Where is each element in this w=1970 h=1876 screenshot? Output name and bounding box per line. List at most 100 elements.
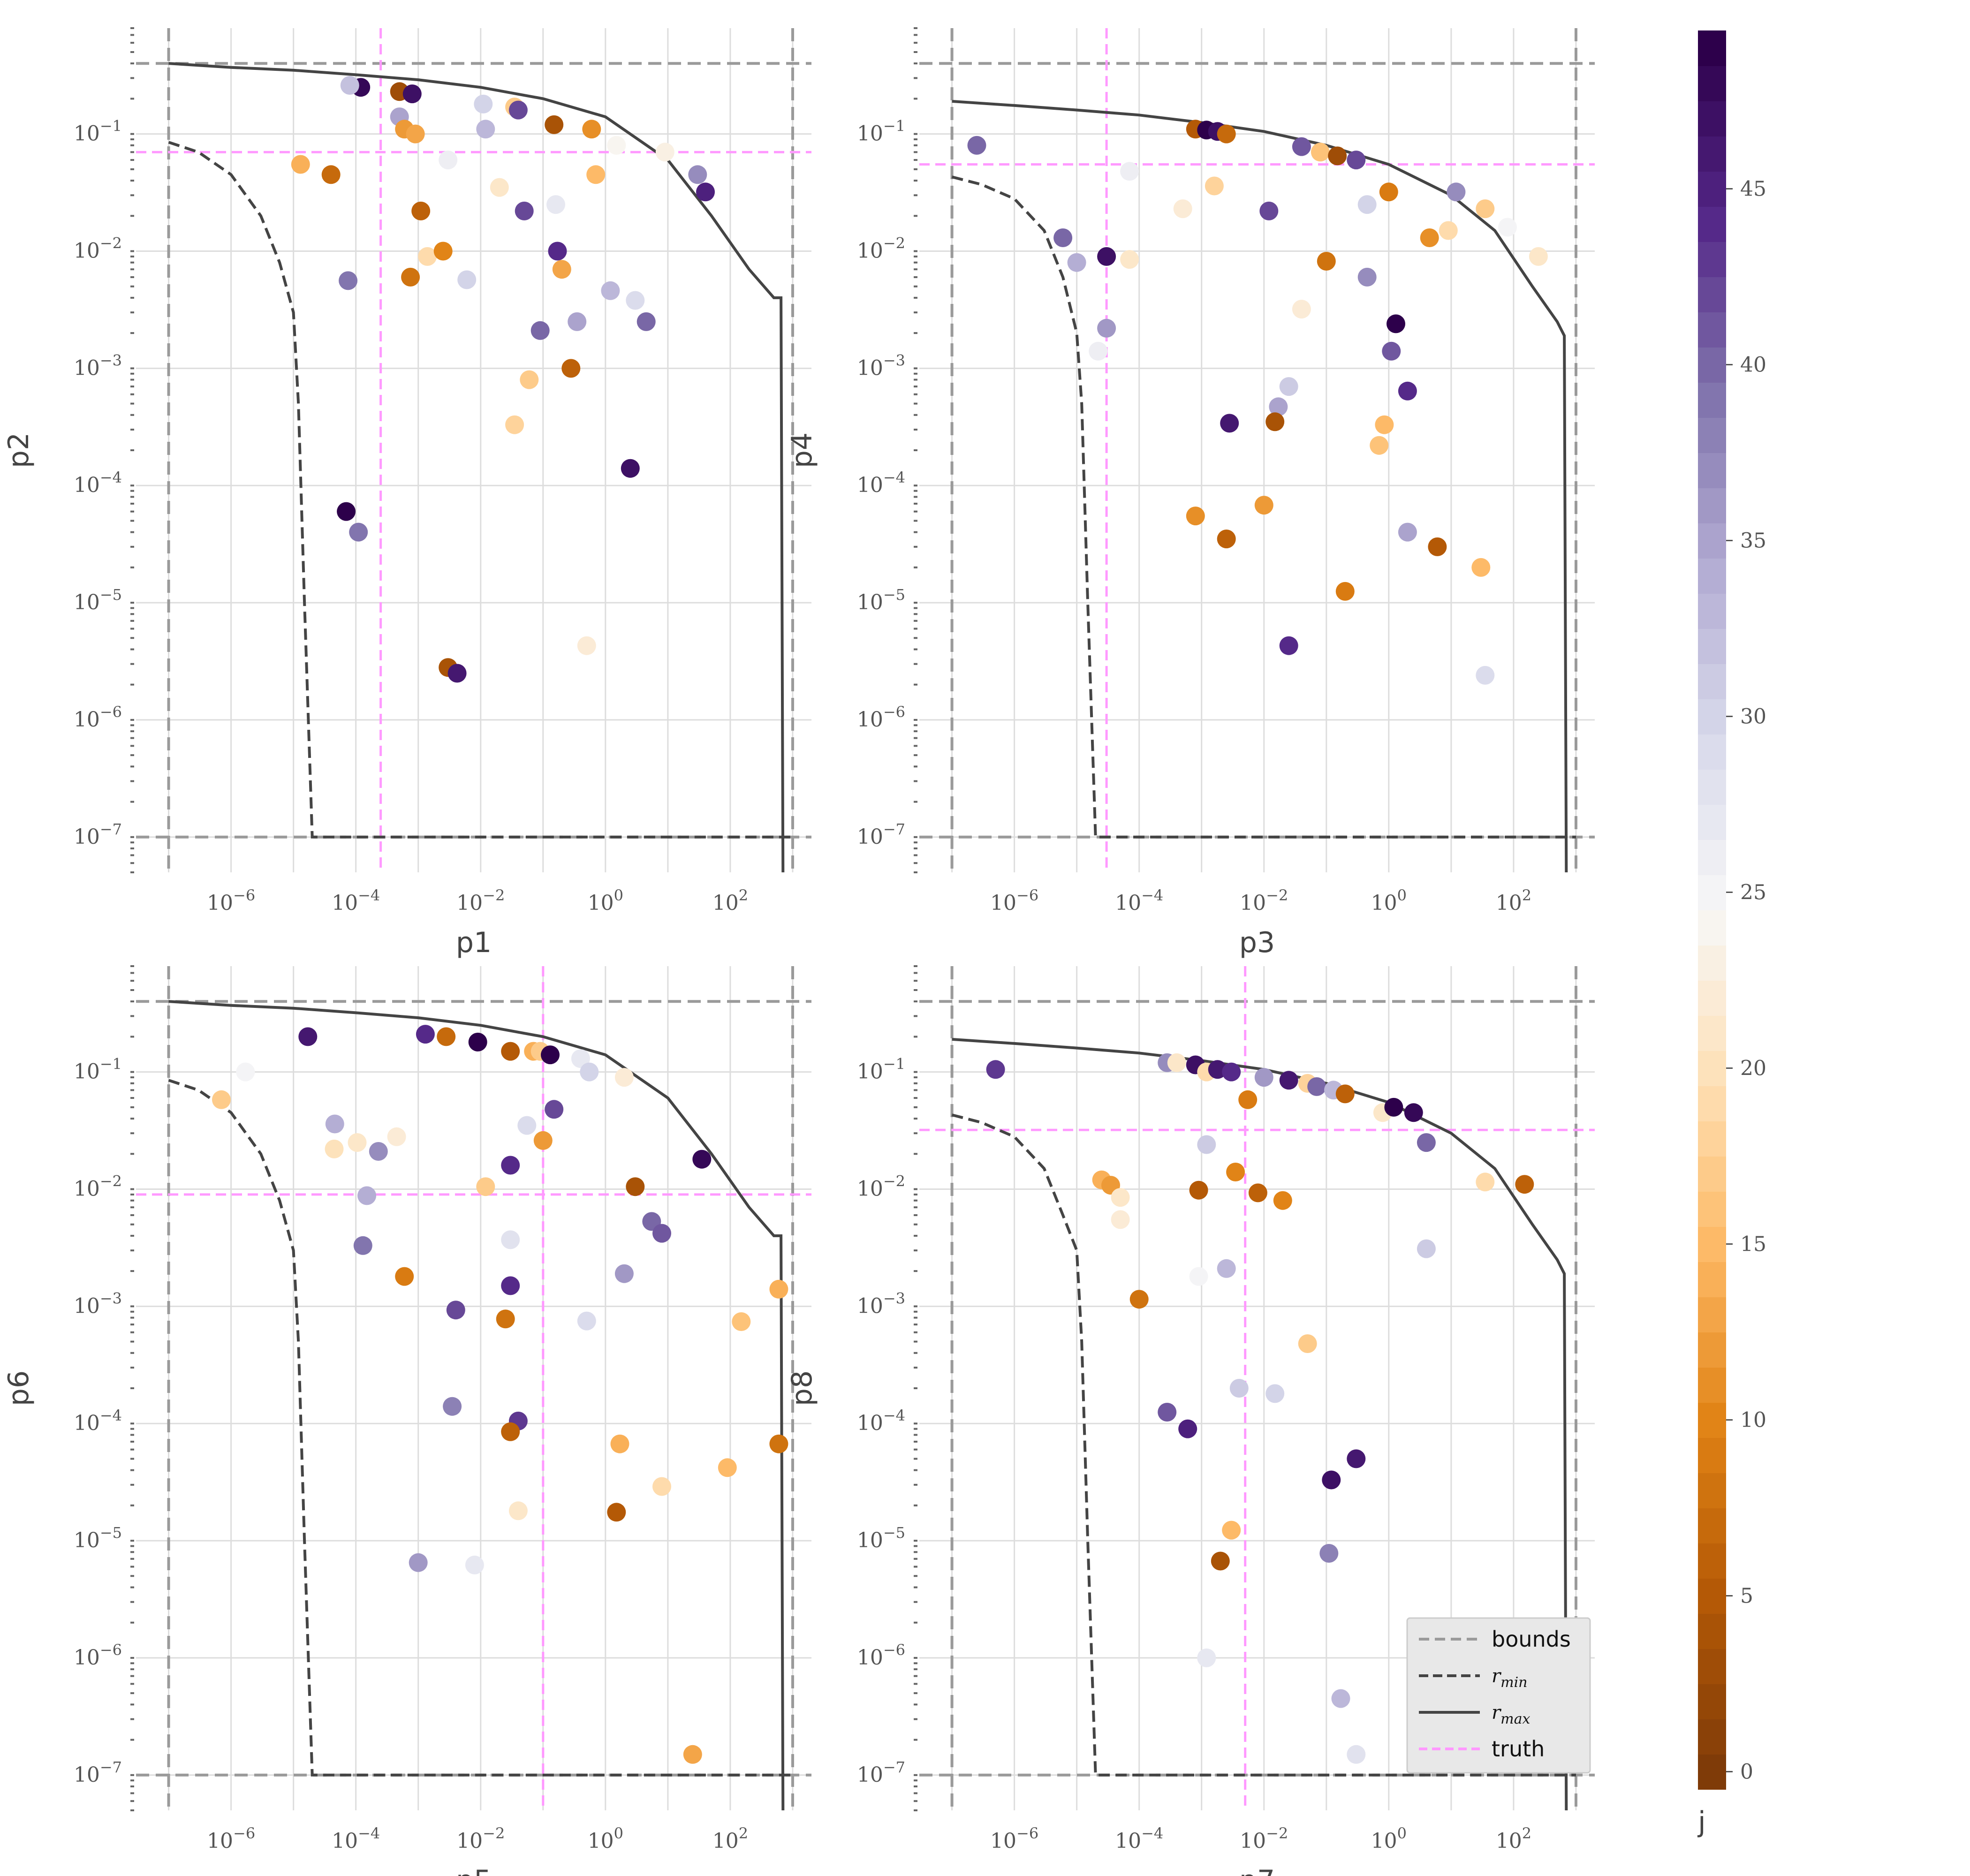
colorbar-segment bbox=[1698, 558, 1726, 594]
y-axis-label: p2 bbox=[2, 432, 35, 468]
colorbar-segment bbox=[1698, 1543, 1726, 1579]
x-axis-label: p1 bbox=[456, 926, 492, 959]
scatter-point bbox=[1382, 341, 1401, 361]
y-tick-label: 10−1 bbox=[857, 1055, 905, 1084]
scatter-point bbox=[577, 1311, 596, 1331]
x-tick-label: 100 bbox=[1371, 886, 1407, 915]
y-tick-label: 10−6 bbox=[74, 703, 122, 732]
scatter-point bbox=[1311, 143, 1330, 162]
colorbar-segment bbox=[1698, 136, 1726, 172]
scatter-point bbox=[696, 182, 715, 202]
colorbar-segment bbox=[1698, 804, 1726, 840]
scatter-point bbox=[416, 1025, 435, 1044]
x-tick-label: 10−6 bbox=[207, 886, 255, 915]
colorbar-segment bbox=[1698, 1508, 1726, 1543]
scatter-point bbox=[1335, 582, 1355, 601]
scatter-point bbox=[1111, 1188, 1130, 1207]
scatter-point bbox=[468, 1032, 487, 1051]
scatter-point bbox=[1238, 1090, 1258, 1109]
colorbar-segment bbox=[1698, 1226, 1726, 1262]
scatter-point bbox=[548, 242, 567, 261]
scatter-points bbox=[967, 120, 1548, 685]
colorbar-segment bbox=[1698, 417, 1726, 453]
colorbar-segment bbox=[1698, 628, 1726, 664]
bounds-lines bbox=[919, 28, 1595, 872]
x-tick-label: 100 bbox=[588, 886, 623, 915]
colorbar-tick-label: 45 bbox=[1740, 177, 1766, 201]
x-tick-label: 102 bbox=[1496, 886, 1531, 915]
x-tick-label: 10−2 bbox=[456, 886, 505, 915]
scatter-point bbox=[1357, 267, 1377, 287]
scatter-point bbox=[515, 201, 534, 220]
colorbar-segment bbox=[1698, 769, 1726, 805]
scatter-point bbox=[1089, 341, 1108, 361]
scatter-point bbox=[1292, 137, 1311, 156]
scatter-point bbox=[626, 291, 645, 310]
scatter-point bbox=[1208, 1060, 1227, 1079]
legend-box bbox=[1406, 1617, 1591, 1774]
scatter-point bbox=[508, 100, 528, 120]
scatter-point bbox=[1189, 1180, 1208, 1200]
minor-ticks bbox=[130, 965, 134, 1811]
y-tick-label: 10−5 bbox=[74, 586, 122, 614]
y-tick-label: 10−6 bbox=[857, 703, 905, 732]
scatter-point bbox=[505, 415, 524, 434]
scatter-point bbox=[402, 84, 422, 104]
scatter-point bbox=[508, 1501, 528, 1520]
colorbar-segment bbox=[1698, 1156, 1726, 1192]
scatter-point bbox=[348, 1133, 367, 1152]
colorbar-segment bbox=[1698, 1262, 1726, 1297]
legend-label-truth: truth bbox=[1492, 1736, 1545, 1762]
x-tick-label: 102 bbox=[712, 886, 748, 915]
scatter-point bbox=[1417, 1133, 1436, 1152]
scatter-point bbox=[692, 1150, 712, 1169]
scatter-point bbox=[1265, 1384, 1285, 1403]
scatter-panel-p5-p6: 10−6 10−4 10−2 100 102 10−7 10−6 10−5 10−4 10−3 10… bbox=[2, 965, 811, 1876]
y-tick-label: 10−3 bbox=[857, 351, 905, 380]
scatter-point bbox=[1205, 176, 1224, 196]
y-tick-label: 10−5 bbox=[857, 586, 905, 614]
scatter-point bbox=[1417, 1239, 1436, 1258]
scatter-point bbox=[1439, 221, 1458, 240]
colorbar-segment bbox=[1698, 171, 1726, 207]
scatter-point bbox=[337, 502, 356, 521]
scatter-point bbox=[732, 1312, 751, 1331]
scatter-point bbox=[577, 636, 596, 655]
colorbar-segment bbox=[1698, 1649, 1726, 1684]
scatter-point bbox=[501, 1230, 520, 1249]
scatter-point bbox=[1375, 415, 1394, 434]
scatter-point bbox=[340, 76, 359, 95]
scatter-point bbox=[1259, 201, 1279, 220]
scatter-point bbox=[465, 1555, 484, 1574]
scatter-point bbox=[446, 1301, 465, 1320]
scatter-panel-p1-p2: 10−6 10−4 10−2 100 102 10−7 10−6 10−5 10−4 10−3 10… bbox=[2, 27, 811, 959]
scatter-points bbox=[212, 1025, 788, 1764]
scatter-point bbox=[409, 1553, 428, 1572]
y-tick-label: 10−3 bbox=[74, 1289, 122, 1318]
scatter-point bbox=[1292, 300, 1311, 319]
scatter-point bbox=[1529, 247, 1548, 266]
scatter-point bbox=[1370, 436, 1389, 455]
scatter-point bbox=[1097, 318, 1116, 338]
rmin-curve bbox=[951, 175, 1576, 839]
scatter-point bbox=[1211, 1551, 1230, 1571]
colorbar-segment bbox=[1698, 453, 1726, 488]
colorbar-segment bbox=[1698, 699, 1726, 734]
y-tick-label: 10−7 bbox=[857, 1758, 905, 1787]
scatter-point bbox=[369, 1142, 388, 1161]
scatter-point bbox=[1111, 1210, 1130, 1229]
scatter-point bbox=[496, 1309, 515, 1329]
scatter-point bbox=[546, 195, 565, 214]
grid-lines bbox=[136, 966, 811, 1810]
y-tick-label: 10−3 bbox=[857, 1289, 905, 1318]
x-axis-label: p3 bbox=[1239, 926, 1275, 959]
rmax-curve bbox=[952, 1038, 1568, 1810]
scatter-point bbox=[1498, 218, 1517, 237]
scatter-point bbox=[1120, 250, 1139, 269]
x-tick-label: 10−6 bbox=[990, 1824, 1038, 1853]
y-tick-label: 10−2 bbox=[857, 1172, 905, 1201]
scatter-point bbox=[1167, 1053, 1186, 1072]
scatter-point bbox=[321, 165, 341, 184]
scatter-point bbox=[1398, 381, 1417, 401]
colorbar-segment bbox=[1698, 312, 1726, 348]
